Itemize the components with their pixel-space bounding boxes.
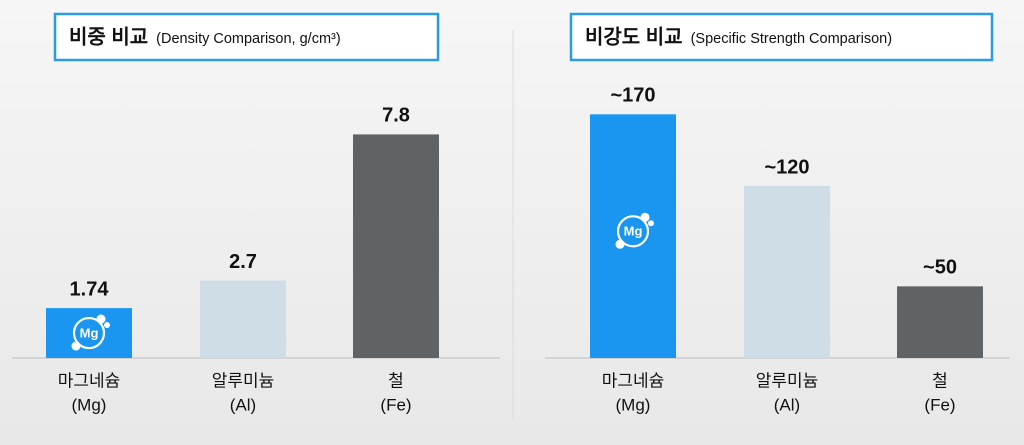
bar	[744, 186, 830, 358]
x-tick-label: (Al)	[774, 395, 800, 414]
x-tick-label: 알루미늄	[212, 371, 275, 390]
icon-dot	[615, 239, 625, 249]
value-label: ~50	[923, 257, 957, 279]
icon-ring	[72, 316, 106, 350]
bar	[897, 286, 983, 358]
chart-title: 비중 비교	[69, 25, 148, 48]
title-box	[53, 12, 440, 62]
title-box	[569, 12, 994, 62]
value-label: 7.8	[382, 105, 410, 127]
value-label: 1.74	[70, 278, 110, 300]
chart-subtitle: (Density Comparison, g/cm³)	[156, 31, 341, 47]
value-label: ~120	[764, 156, 809, 178]
icon-label: Mg	[624, 224, 643, 239]
icon-dot	[104, 322, 110, 329]
chart-subtitle: (Specific Strength Comparison)	[691, 31, 892, 47]
x-tick-label: (Mg)	[72, 395, 107, 414]
icon-label: Mg	[80, 325, 99, 340]
x-tick-label: (Mg)	[616, 395, 651, 414]
bar	[46, 308, 132, 358]
x-tick-label: (Fe)	[380, 395, 411, 414]
icon-dot	[648, 220, 654, 227]
value-label: 2.7	[229, 251, 257, 273]
x-tick-label: 철	[388, 371, 404, 390]
x-tick-label: 마그네슘	[58, 371, 121, 390]
x-tick-label: 알루미늄	[756, 371, 819, 390]
bar	[353, 134, 439, 358]
chart-title: 비강도 비교	[585, 25, 683, 48]
x-tick-label: (Al)	[230, 395, 256, 414]
icon-dot	[71, 341, 81, 351]
icon-dot	[96, 314, 106, 324]
icon-dot	[640, 212, 650, 222]
x-tick-label: (Fe)	[924, 395, 955, 414]
x-tick-label: 철	[932, 371, 948, 390]
value-label: ~170	[610, 85, 655, 107]
bar	[590, 114, 676, 358]
bar	[200, 280, 286, 358]
icon-ring	[616, 215, 650, 248]
x-tick-label: 마그네슘	[602, 371, 665, 390]
